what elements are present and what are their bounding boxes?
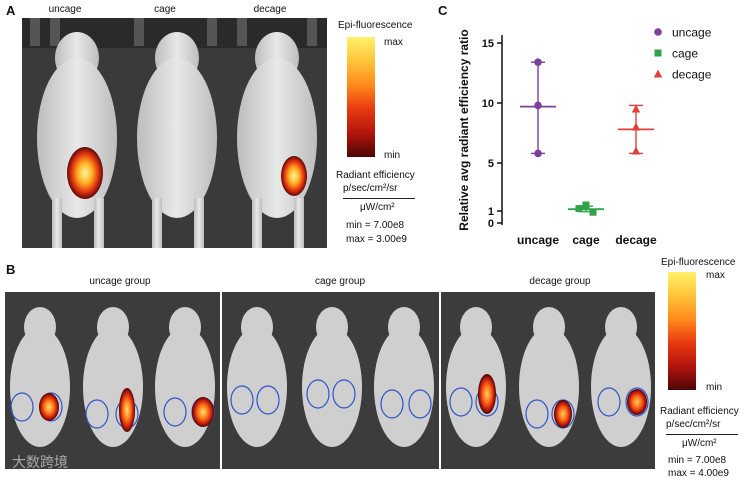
point-decage-1 xyxy=(631,122,641,131)
panel-c-letter: C xyxy=(438,3,448,18)
y-tick-label-1: 1 xyxy=(488,206,494,218)
colorbar-b-title: Epi-fluorescence xyxy=(661,257,736,268)
y-tick-label-15: 15 xyxy=(482,38,494,50)
colorbar-b-units-2: μW/cm² xyxy=(682,438,717,449)
point-cage-1 xyxy=(575,205,583,213)
legend-label-decage: decage xyxy=(672,68,712,82)
colorbar-a-units-1: p/sec/cm²/sr xyxy=(343,183,398,194)
point-uncage-0 xyxy=(534,58,542,66)
colorbar-b-range-min: min = 7.00e8 xyxy=(668,455,727,466)
uncage-group-illustration xyxy=(10,307,215,447)
tumor-signal-decage xyxy=(281,156,307,196)
x-tick-label-cage: cage xyxy=(572,233,600,247)
colorbar-a-range-max: max = 3.00e9 xyxy=(346,234,407,245)
point-cage-2 xyxy=(589,208,597,216)
group-label-decage: decage group xyxy=(529,276,591,287)
legend-label-uncage: uncage xyxy=(672,26,712,40)
panel-b-uncage-image xyxy=(5,292,220,469)
colorbar-a xyxy=(347,37,375,157)
group-label-cage: cage group xyxy=(314,276,366,287)
cage-group-illustration xyxy=(227,307,434,447)
y-tick-label-10: 10 xyxy=(482,98,494,110)
colorbar-a-title: Epi-fluorescence xyxy=(338,20,413,31)
colorbar-a-units-2: μW/cm² xyxy=(360,202,395,213)
colorbar-b-divider xyxy=(666,434,738,435)
decage-group-illustration xyxy=(446,307,651,447)
watermark: 大数跨境 xyxy=(12,454,68,470)
group-label-uncage: uncage group xyxy=(89,276,151,287)
x-tick-label-decage: decage xyxy=(615,233,657,247)
colorbar-b-range-max: max = 4.00e9 xyxy=(668,468,729,479)
panel-a-mouse-image xyxy=(22,18,327,248)
chart-ylabel: Relative avg radiant efficiency ratio xyxy=(457,29,471,230)
panel-b-letter: B xyxy=(6,262,16,277)
point-uncage-2 xyxy=(534,149,542,158)
tumor-signal-uncage xyxy=(67,147,103,199)
colorbar-b-min: min xyxy=(706,382,723,393)
legend-marker-cage xyxy=(654,49,662,57)
x-tick-label-uncage: uncage xyxy=(517,233,559,247)
colorbar-a-max: max xyxy=(384,37,403,48)
legend-label-cage: cage xyxy=(672,47,698,61)
y-tick-label-5: 5 xyxy=(488,158,494,170)
colorbar-b-units-1: p/sec/cm²/sr xyxy=(666,419,721,430)
colorbar-b xyxy=(668,272,696,390)
panel-a-letter: A xyxy=(6,3,16,18)
point-decage-2 xyxy=(631,146,641,155)
panel-c-chart: Relative avg radiant efficiency ratio 01… xyxy=(457,26,712,248)
colorbar-b-max: max xyxy=(706,270,725,281)
colorbar-a-range-min: min = 7.00e8 xyxy=(346,220,405,231)
legend-marker-uncage xyxy=(654,28,662,36)
point-cage-0 xyxy=(582,201,590,209)
panel-b-cage-image xyxy=(222,292,439,469)
colorbar-b-units-title: Radiant efficiency xyxy=(660,406,739,417)
legend-marker-decage xyxy=(653,69,663,78)
panel-b-decage-image xyxy=(441,292,655,469)
mouse-label-cage: cage xyxy=(154,4,176,15)
mouse-label-uncage: uncage xyxy=(48,4,82,15)
colorbar-a-units-title: Radiant efficiency xyxy=(336,170,415,181)
point-decage-0 xyxy=(631,104,641,113)
colorbar-a-divider xyxy=(343,198,415,199)
point-uncage-1 xyxy=(534,101,542,110)
y-tick-label-0: 0 xyxy=(488,218,494,230)
mouse-label-decage: decage xyxy=(253,4,287,15)
colorbar-a-min: min xyxy=(384,150,401,161)
mice-illustration xyxy=(22,18,327,248)
